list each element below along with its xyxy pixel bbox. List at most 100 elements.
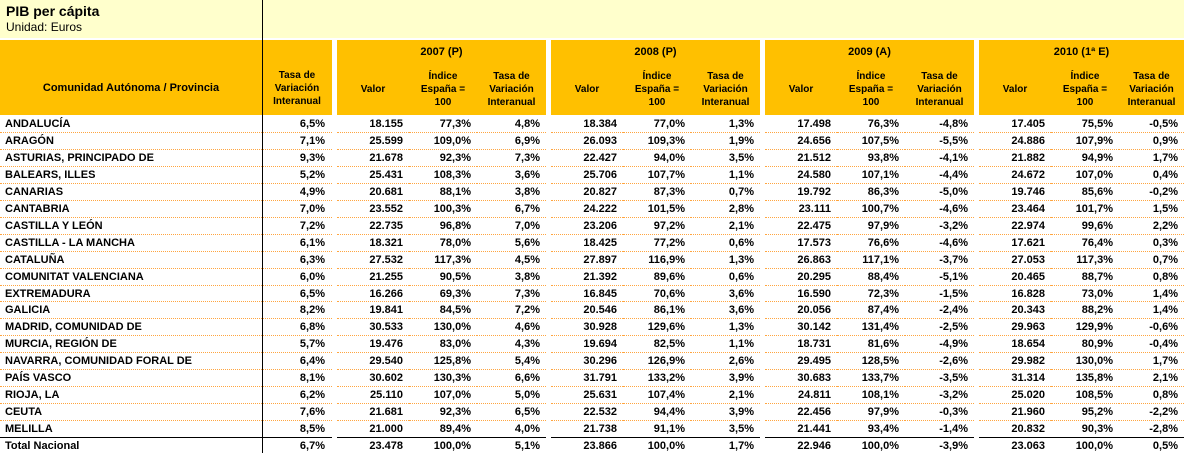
group-gap <box>546 200 551 218</box>
group-gap <box>332 302 337 320</box>
value-cell: 6,9% <box>477 133 546 150</box>
group-gap <box>974 166 979 184</box>
table-row: EXTREMADURA 6,5% 16.266 69,3% 7,3% 16.845 70,6… <box>0 285 1184 303</box>
value-cell: 19.694 <box>551 336 623 354</box>
year-group-header: 2007 (P) Valor Índice España = 100 Tasa de … <box>337 40 546 115</box>
value-cell: 72,3% <box>837 286 905 303</box>
value-cell: 88,4% <box>837 269 905 286</box>
value-cell: -0,4% <box>1119 336 1184 354</box>
value-cell: 6,5% <box>477 404 546 422</box>
group-gap <box>974 251 979 269</box>
value-cell: 21.000 <box>369 423 403 436</box>
value-cell: 18.321 <box>337 235 409 252</box>
value-cell: 2,2% <box>1119 218 1184 235</box>
value-cell: -4,8% <box>905 116 974 133</box>
value-cell: 26.093 <box>551 133 623 150</box>
value-cell: 24.222 <box>551 201 623 218</box>
table-row: CASTILLA Y LEÓN 7,2% 22.735 96,8% 7,0% 23.206… <box>0 217 1184 235</box>
value-cell: 87,4% <box>837 302 905 320</box>
group-gap <box>546 336 551 354</box>
group-gap <box>546 217 551 235</box>
group-gap <box>974 268 979 286</box>
value-cell: 1,1% <box>691 167 760 184</box>
value-cell: 24.656 <box>765 133 837 150</box>
group-gap <box>546 251 551 269</box>
year-group-header: 2008 (P) Valor Índice España = 100 Tasa de … <box>551 40 760 115</box>
value-cell: 94,4% <box>623 404 691 422</box>
value-cell: 73,0% <box>1051 286 1119 303</box>
value-cell: 133,2% <box>623 370 691 388</box>
year-subcolumns: Valor Índice España = 100 Tasa de Variació… <box>551 64 760 115</box>
group-gap <box>760 302 765 320</box>
value-cell: 0,7% <box>1119 252 1184 269</box>
value-cell: 78,0% <box>409 235 477 252</box>
value-cell: 5,2% <box>262 167 332 184</box>
value-cell: 3,9% <box>691 370 760 388</box>
region-cell: PAÍS VASCO <box>0 370 262 388</box>
value-cell: 108,1% <box>837 387 905 405</box>
group-gap <box>760 149 765 167</box>
value-cell: 25.431 <box>337 167 409 184</box>
group-gap <box>760 251 765 269</box>
value-cell: 7,0% <box>477 218 546 235</box>
value-cell: 100,0% <box>409 437 477 453</box>
value-cell: 130,0% <box>1051 353 1119 371</box>
value-cell: 23.478 <box>337 437 409 453</box>
subcolumn-header: Índice España = 100 <box>1062 71 1108 108</box>
group-gap <box>332 370 337 388</box>
group-gap <box>546 166 551 184</box>
value-cell: 133,7% <box>837 370 905 388</box>
value-cell: 100,0% <box>837 437 905 453</box>
value-cell: 3,6% <box>477 167 546 184</box>
value-cell: 107,5% <box>837 133 905 150</box>
table-row: CANTABRIA 7,0% 23.552 100,3% 6,7% 24.222 101,5… <box>0 200 1184 218</box>
value-cell: 100,3% <box>409 201 477 218</box>
value-cell: 6,7% <box>477 201 546 218</box>
value-cell: 3,5% <box>728 423 754 436</box>
group-gap <box>974 183 979 201</box>
group-gap <box>546 234 551 252</box>
value-cell: 4,9% <box>262 184 332 201</box>
value-cell: 6,8% <box>262 319 332 337</box>
value-cell: 17.498 <box>765 116 837 133</box>
table-row: ANDALUCÍA 6,5% 18.155 77,3% 4,8% 18.384 77,0% 1… <box>0 116 1184 133</box>
group-gap <box>546 387 551 405</box>
value-cell: -2,5% <box>905 319 974 337</box>
group-gap <box>760 285 765 303</box>
value-cell: 30.296 <box>551 353 623 371</box>
value-cell: 87,3% <box>623 184 691 201</box>
value-cell: 91,1% <box>653 423 685 436</box>
group-gap <box>760 319 765 337</box>
value-cell: 131,4% <box>837 319 905 337</box>
group-gap <box>546 285 551 303</box>
value-cell: 27.532 <box>337 252 409 269</box>
value-cell: 83,0% <box>409 336 477 354</box>
value-cell: 21.681 <box>337 404 409 422</box>
value-cell: 6,4% <box>262 353 332 371</box>
value-cell: 23.111 <box>765 201 837 218</box>
value-cell: 22.475 <box>765 218 837 235</box>
value-cell: 76,3% <box>837 116 905 133</box>
header-group-gap <box>332 40 337 115</box>
value-cell: 94,9% <box>1051 150 1119 167</box>
value-cell: 88,2% <box>1051 302 1119 320</box>
value-cell: 117,1% <box>837 252 905 269</box>
value-cell: 27.053 <box>979 252 1051 269</box>
table-row: GALICIA 8,2% 19.841 84,5% 7,2% 20.546 86,1% 3,6… <box>0 302 1184 320</box>
group-gap <box>332 268 337 286</box>
region-cell: MELILLA <box>5 423 53 436</box>
value-cell: 1,5% <box>1119 201 1184 218</box>
group-gap <box>332 353 337 371</box>
subcolumn-header: Valor <box>788 84 814 95</box>
value-cell: 29.540 <box>337 353 409 371</box>
value-cell: 5,0% <box>477 387 546 405</box>
group-gap <box>546 421 551 438</box>
value-cell: 23.866 <box>551 437 623 453</box>
value-cell: 99,6% <box>1051 218 1119 235</box>
value-cell: 100,0% <box>623 437 691 453</box>
value-cell: 25.110 <box>337 387 409 405</box>
value-cell: 101,7% <box>1051 201 1119 218</box>
table-header-row: Comunidad Autónoma / Provincia Tasa de V… <box>0 40 1184 115</box>
value-cell: -3,2% <box>905 218 974 235</box>
